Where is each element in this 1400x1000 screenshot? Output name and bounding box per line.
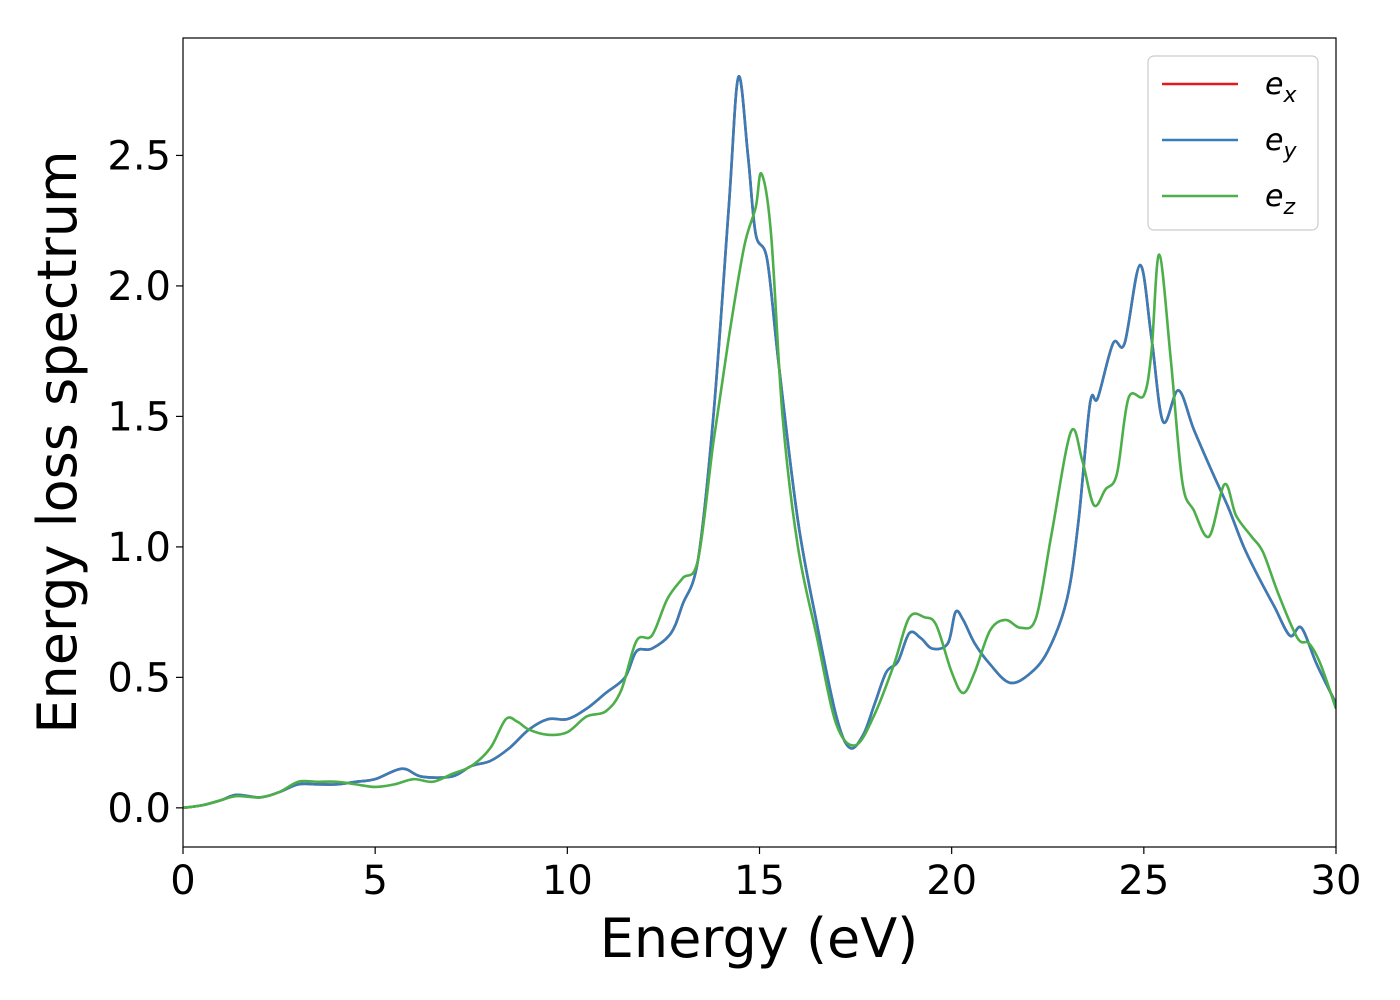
- y-tick-label: 0.0: [107, 786, 171, 832]
- legend-box: [1147, 55, 1319, 231]
- y-axis-title: Energy loss spectrum: [26, 150, 89, 733]
- y-tick-label: 2.0: [107, 264, 171, 310]
- legend-label-base: e: [1265, 179, 1283, 214]
- x-tick-label: 0: [170, 858, 195, 904]
- y-tick-label: 1.5: [107, 394, 171, 440]
- x-axis-title: Energy (eV): [600, 907, 919, 970]
- x-tick-label: 10: [542, 858, 593, 904]
- legend-label-base: e: [1265, 123, 1283, 158]
- x-tick-label: 5: [362, 858, 387, 904]
- legend-label-subscript: x: [1282, 83, 1297, 108]
- y-tick-label: 1.0: [107, 525, 171, 571]
- x-tick-label: 20: [926, 858, 977, 904]
- x-axis: 0 5 10 15 20 25 30: [170, 847, 1361, 904]
- series-layer: [183, 75, 1336, 810]
- x-tick-label: 30: [1311, 858, 1362, 904]
- legend-label-z: ez: [1265, 179, 1295, 220]
- legend-label-x: ex: [1265, 67, 1297, 108]
- legend-label-y: ey: [1265, 123, 1297, 164]
- series-line-y: [183, 75, 1336, 810]
- legend-label-subscript: y: [1282, 139, 1297, 164]
- legend-label-base: e: [1265, 67, 1283, 102]
- y-tick-label: 2.5: [107, 133, 171, 179]
- x-tick-label: 15: [734, 858, 785, 904]
- x-tick-label: 25: [1118, 858, 1169, 904]
- y-axis: 0.0 0.5 1.0 1.5 2.0 2.5: [107, 133, 183, 832]
- y-tick-label: 0.5: [107, 655, 171, 701]
- legend-label-subscript: z: [1282, 195, 1295, 220]
- series-line-z: [183, 172, 1336, 810]
